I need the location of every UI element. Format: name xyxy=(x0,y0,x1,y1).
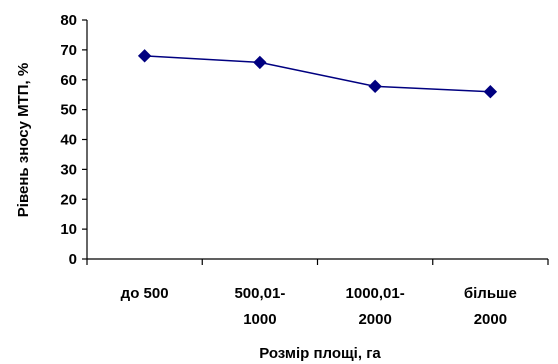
x-axis-title: Розмір площі, га xyxy=(259,345,381,362)
x-category-label-line: 1000 xyxy=(243,311,276,328)
y-tick-label: 80 xyxy=(60,12,77,29)
plot-area: 0 10 20 30 40 50 60 70 80 до 500 500,01- 1000 1000,0… xyxy=(60,12,549,328)
x-category-label: 1000,01- 2000 xyxy=(346,285,405,328)
y-tick-label: 0 xyxy=(69,251,77,268)
series-line xyxy=(144,55,491,93)
x-category-label-line: 2000 xyxy=(358,311,391,328)
data-point-marker xyxy=(253,55,267,70)
data-point-marker xyxy=(368,79,382,94)
x-category-label-line: більше xyxy=(464,285,517,302)
y-tick-label: 10 xyxy=(60,221,77,238)
x-category-label: до 500 xyxy=(121,285,169,302)
y-tick-label: 60 xyxy=(60,72,77,89)
x-category-label: 500,01- 1000 xyxy=(234,285,285,328)
x-category-label-line: до 500 xyxy=(121,285,169,302)
x-category-label-line: 2000 xyxy=(474,311,507,328)
x-category-label: більше 2000 xyxy=(464,285,517,328)
y-axis-title: Рівень зносу МТП, % xyxy=(15,63,32,217)
y-tick-label: 50 xyxy=(60,102,77,119)
data-point-marker xyxy=(137,49,152,63)
data-point-marker xyxy=(483,84,498,99)
x-category-label-line: 500,01- xyxy=(234,285,285,302)
y-tick-label: 40 xyxy=(60,132,77,149)
y-tick-label: 20 xyxy=(60,191,77,208)
x-category-label-line: 1000,01- xyxy=(346,285,405,302)
y-tick-label: 70 xyxy=(60,42,77,59)
y-tick-label: 30 xyxy=(60,161,77,178)
